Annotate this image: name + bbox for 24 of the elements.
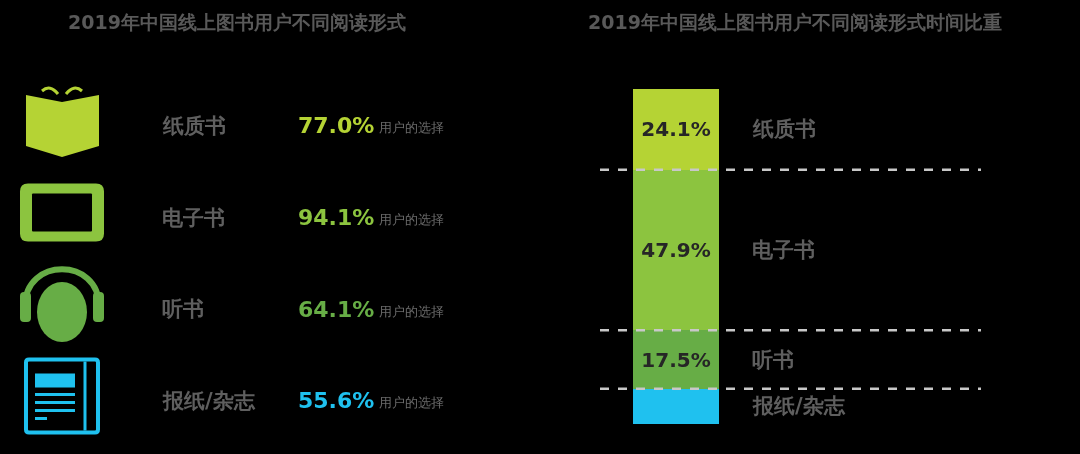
data-label: 17.5%: [641, 347, 711, 372]
bar: [633, 169, 719, 331]
bar: [633, 388, 719, 424]
text: 64.1%: [298, 297, 375, 322]
series-label: 听书: [752, 348, 794, 372]
text: 55.6%: [298, 388, 375, 413]
text: 77.0%: [298, 113, 375, 138]
text: 用户的选择: [379, 212, 444, 227]
series-label: 报纸/杂志: [752, 394, 846, 418]
series-label: 电子书: [752, 238, 815, 262]
text: 2019年中国线上图书用户不同阅读形式: [68, 11, 406, 33]
text: 用户的选择: [379, 304, 444, 319]
data-label: 24.1%: [641, 117, 711, 142]
category-label: 听书: [162, 297, 204, 321]
bar: [633, 89, 719, 170]
series-label: 纸质书: [752, 117, 816, 141]
text: 2019年中国线上图书用户不同阅读形式时间比重: [588, 11, 1002, 33]
data-label: 47.9%: [641, 237, 711, 262]
category-label: 报纸/杂志: [162, 389, 256, 413]
category-label: 电子书: [162, 206, 225, 230]
text: 94.1%: [298, 205, 375, 230]
text: 用户的选择: [379, 120, 444, 135]
category-label: 纸质书: [162, 114, 226, 138]
text: 用户的选择: [379, 395, 444, 410]
